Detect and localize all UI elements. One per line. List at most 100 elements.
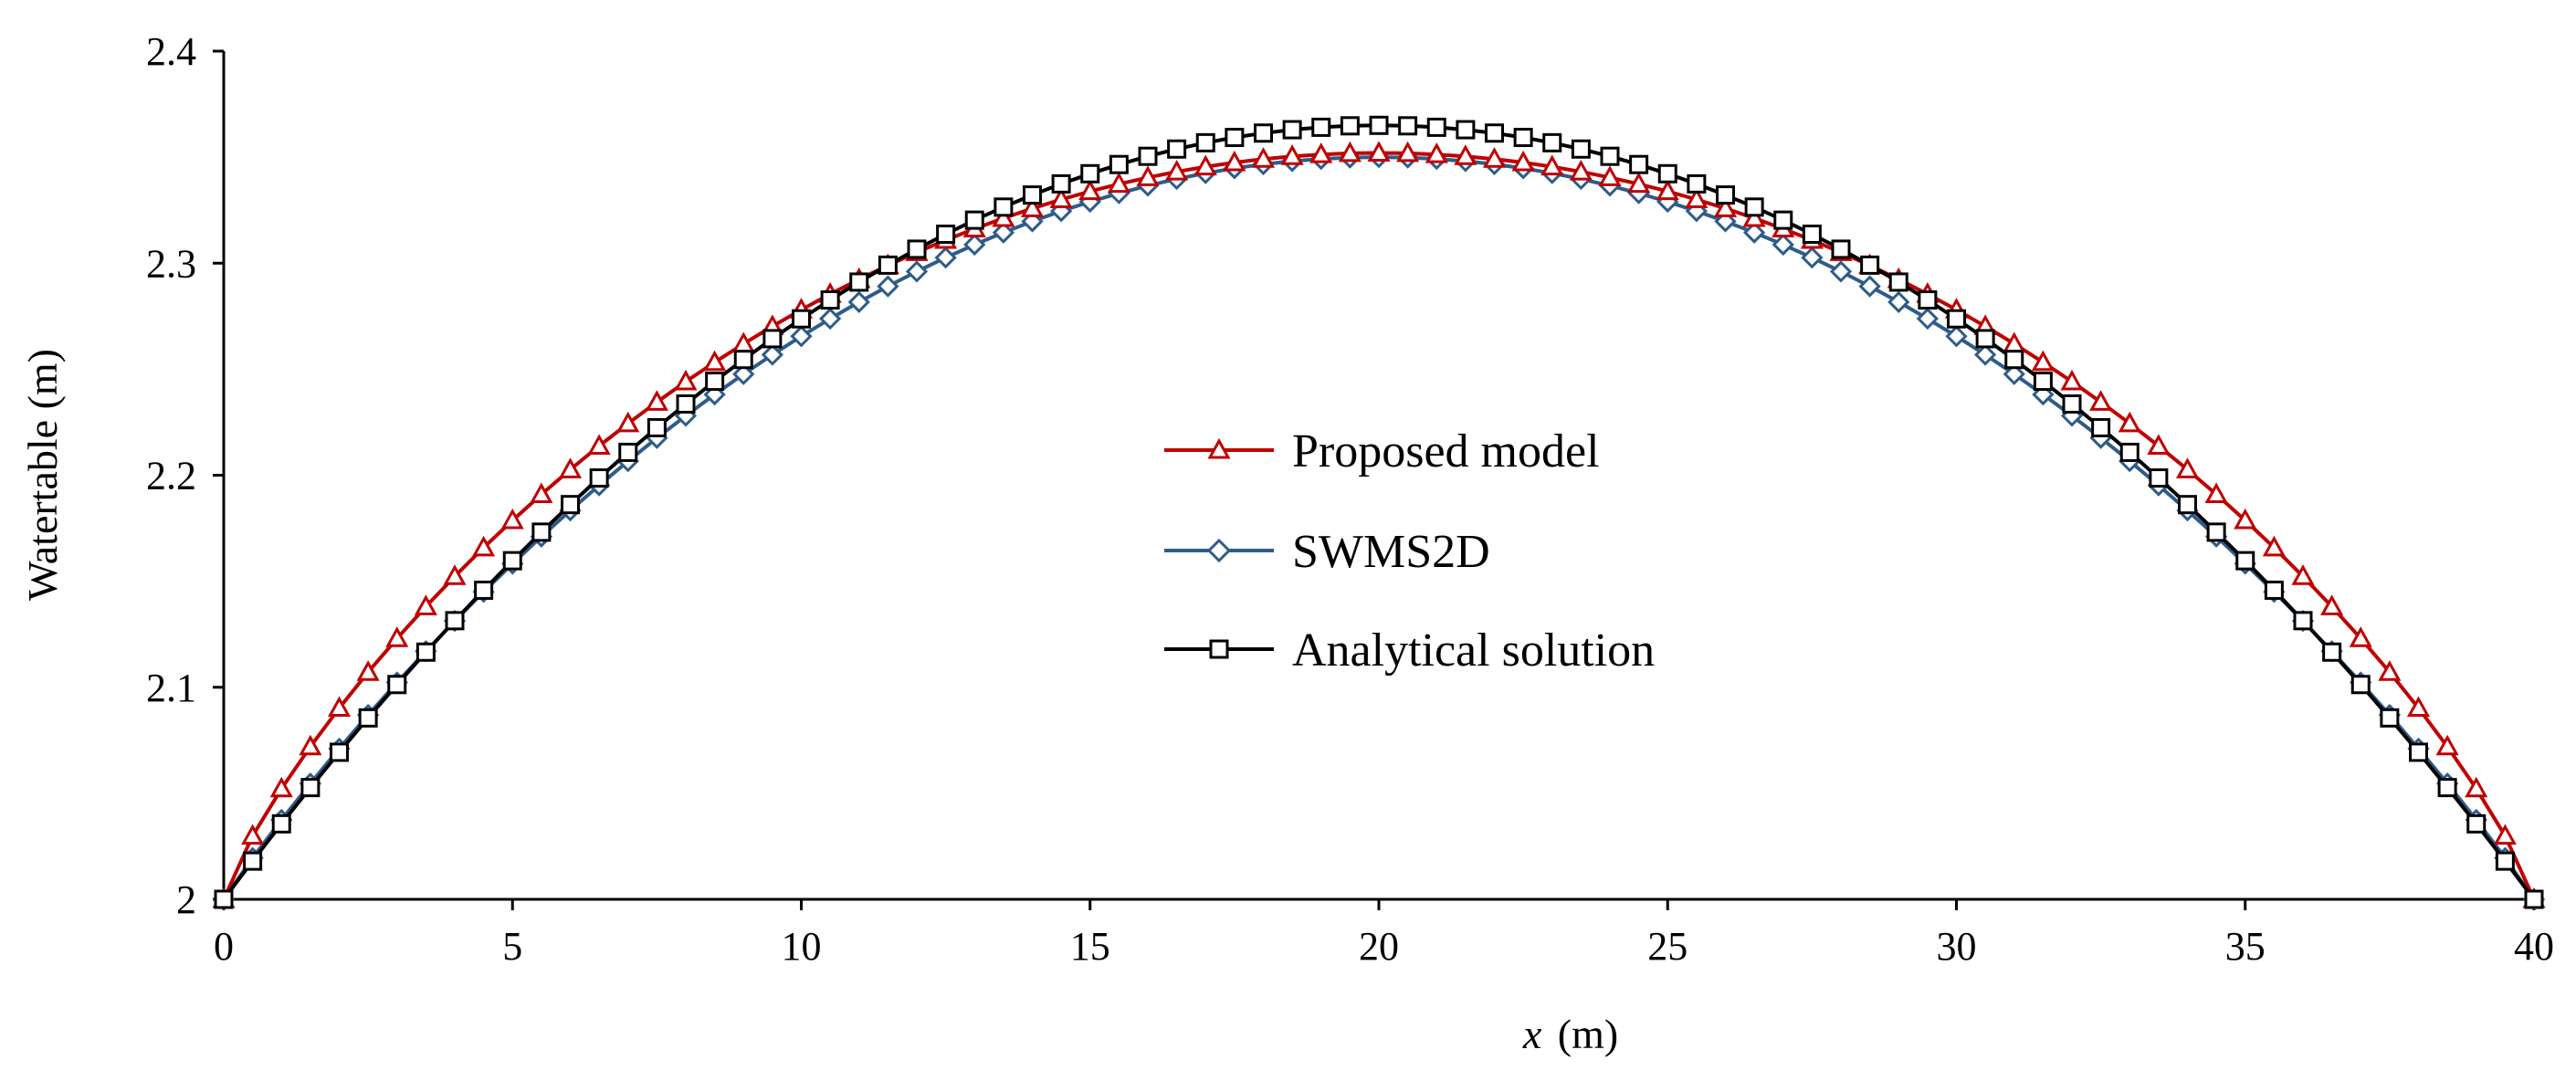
data-point-analytical-solution <box>2293 611 2313 631</box>
x-tick-label: 15 <box>1070 924 1110 969</box>
y-axis-title: Watertable (m) <box>19 349 66 601</box>
data-point-analytical-solution <box>2062 394 2082 414</box>
data-point-proposed-model <box>1569 159 1593 181</box>
data-point-swms2d <box>1801 247 1824 269</box>
data-point-swms2d <box>992 221 1015 244</box>
data-point-proposed-model <box>1338 141 1362 163</box>
data-point-proposed-model <box>241 824 265 845</box>
y-tick-label: 2 <box>176 877 196 922</box>
data-point-analytical-solution <box>1629 154 1649 174</box>
data-point-analytical-solution <box>820 290 840 310</box>
data-point-proposed-model <box>703 350 727 372</box>
data-point-analytical-solution <box>1311 117 1331 137</box>
data-point-analytical-solution <box>878 255 898 275</box>
data-point-proposed-model <box>674 369 698 391</box>
x-axis-title-var: x <box>1522 1011 1542 1057</box>
data-point-proposed-model <box>1367 141 1391 162</box>
data-point-analytical-solution <box>1802 224 1822 244</box>
y-ticks: 2 2.1 2.2 2.3 2.4 <box>146 29 224 922</box>
data-point-analytical-solution <box>2091 417 2111 437</box>
data-point-analytical-solution <box>1657 163 1677 184</box>
data-point-proposed-model <box>2378 660 2402 681</box>
data-point-swms2d <box>1974 343 1997 366</box>
data-point-swms2d <box>790 325 813 348</box>
legend-marker-analytical <box>1209 639 1229 659</box>
data-point-analytical-solution <box>1051 173 1071 194</box>
data-point-analytical-solution <box>1888 272 1908 292</box>
data-point-proposed-model <box>558 457 583 478</box>
data-point-analytical-solution <box>474 580 494 600</box>
data-point-analytical-solution <box>531 522 552 542</box>
data-point-analytical-solution <box>358 708 378 728</box>
data-point-proposed-model <box>1136 165 1160 186</box>
data-point-analytical-solution <box>1918 290 1938 310</box>
data-point-analytical-solution <box>676 394 696 414</box>
data-point-analytical-solution <box>2264 580 2284 600</box>
data-point-proposed-model <box>1482 147 1507 168</box>
data-point-proposed-model <box>1685 187 1709 209</box>
data-point-analytical-solution <box>1254 123 1273 143</box>
data-point-analytical-solution <box>1513 128 1533 148</box>
data-point-proposed-model <box>1742 205 1766 227</box>
data-point-analytical-solution <box>2524 889 2544 909</box>
data-point-analytical-solution <box>1398 116 1418 136</box>
data-point-swms2d <box>877 275 899 298</box>
data-point-proposed-model <box>2089 390 2113 411</box>
data-point-proposed-model <box>1107 172 1130 194</box>
data-point-proposed-model <box>1656 179 1679 201</box>
data-point-proposed-model <box>385 626 409 647</box>
data-point-analytical-solution <box>502 551 522 571</box>
legend-label-proposed: Proposed model <box>1292 425 1600 478</box>
data-point-proposed-model <box>1309 142 1333 163</box>
data-point-proposed-model <box>1511 150 1535 172</box>
data-point-swms2d <box>2003 362 2025 385</box>
series-analytical-solution <box>214 115 2544 909</box>
data-point-analytical-solution <box>2004 350 2024 370</box>
data-point-proposed-model <box>1713 196 1738 217</box>
data-point-proposed-model <box>500 508 524 530</box>
data-point-analytical-solution <box>300 778 321 798</box>
y-tick-label: 2.4 <box>146 29 196 74</box>
data-point-analytical-solution <box>1744 197 1764 217</box>
data-point-analytical-solution <box>1282 120 1302 140</box>
data-point-proposed-model <box>2435 734 2459 756</box>
data-point-analytical-solution <box>792 309 811 329</box>
x-tick-label: 35 <box>2225 924 2266 969</box>
data-point-analytical-solution <box>849 272 869 292</box>
y-tick-label: 2.2 <box>146 454 196 499</box>
data-point-proposed-model <box>2291 564 2315 585</box>
data-point-proposed-model <box>414 594 437 615</box>
data-point-proposed-model <box>2147 434 2171 455</box>
data-point-analytical-solution <box>2178 495 2197 515</box>
data-point-analytical-solution <box>1542 132 1562 152</box>
data-point-swms2d <box>1916 307 1939 331</box>
data-point-proposed-model <box>2031 350 2055 372</box>
data-point-proposed-model <box>2349 626 2372 647</box>
data-point-analytical-solution <box>415 642 436 662</box>
data-point-proposed-model <box>1627 172 1651 194</box>
data-point-analytical-solution <box>214 889 234 909</box>
x-tick-label: 30 <box>1937 924 1977 969</box>
data-point-proposed-model <box>1251 147 1276 168</box>
data-point-proposed-model <box>587 434 611 455</box>
legend-label-swms2d: SWMS2D <box>1292 526 1490 578</box>
data-point-analytical-solution <box>2322 642 2342 662</box>
data-point-analytical-solution <box>1109 154 1129 174</box>
data-point-analytical-solution <box>2495 851 2515 871</box>
legend-item-analytical: Analytical solution <box>1164 624 1655 677</box>
data-point-analytical-solution <box>387 675 407 695</box>
data-point-analytical-solution <box>2409 742 2428 762</box>
data-point-proposed-model <box>1078 179 1102 201</box>
data-point-analytical-solution <box>1600 146 1620 166</box>
y-tick-label: 2.3 <box>146 241 196 286</box>
data-point-analytical-solution <box>1975 329 1995 349</box>
data-point-proposed-model <box>645 390 668 411</box>
data-point-proposed-model <box>2234 508 2257 530</box>
data-point-swms2d <box>1945 325 1968 348</box>
x-axis-title: x (m) <box>1522 1011 1618 1057</box>
data-point-proposed-model <box>1223 150 1246 172</box>
data-point-analytical-solution <box>705 372 725 392</box>
data-point-analytical-solution <box>2206 522 2226 542</box>
data-point-proposed-model <box>2320 594 2344 615</box>
